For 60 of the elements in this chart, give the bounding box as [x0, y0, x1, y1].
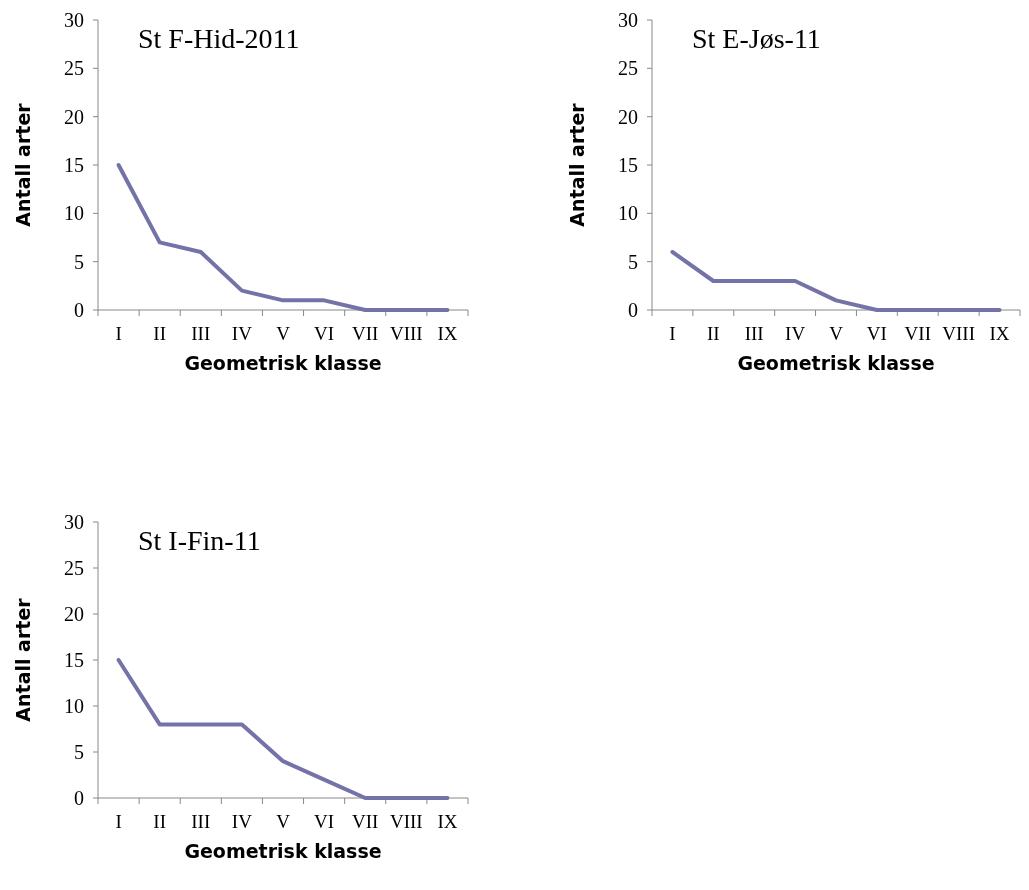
y-tick-label: 20: [64, 105, 84, 128]
y-tick-label: 10: [618, 202, 638, 225]
y-tick-label: 10: [64, 202, 84, 225]
y-tick-label: 15: [64, 154, 84, 176]
y-tick-label: 25: [64, 557, 84, 579]
y-tick-label: 20: [64, 603, 84, 625]
x-tick-label: II: [707, 323, 720, 344]
x-tick-label: IX: [437, 811, 458, 832]
y-tick-label: 15: [618, 154, 638, 176]
y-tick-label: 25: [64, 57, 84, 80]
y-tick-label: 15: [64, 649, 84, 671]
x-tick-label: VI: [866, 323, 887, 344]
y-tick-label: 5: [74, 741, 84, 763]
x-tick-label: VIII: [389, 323, 423, 344]
x-tick-label: I: [115, 323, 122, 344]
line-series: [116, 163, 450, 312]
x-tick-label: IX: [989, 323, 1010, 344]
y-tick-label: 5: [628, 250, 638, 273]
y-tick-label: 30: [64, 9, 84, 31]
x-tick-label: IX: [437, 323, 458, 344]
x-axis-title: Geometrisk klasse: [184, 352, 382, 374]
line-series: [670, 250, 1002, 312]
x-tick-label: IV: [231, 811, 253, 832]
x-tick-label: VI: [314, 811, 335, 832]
chart-title: St I-Fin-11: [138, 525, 261, 556]
y-axis-title: Antall arter: [566, 102, 588, 227]
x-axis-title: Geometrisk klasse: [184, 840, 382, 862]
x-tick-label: II: [153, 323, 166, 344]
x-tick-label: VIII: [389, 811, 423, 832]
x-tick-label: III: [744, 323, 764, 344]
y-tick-label: 0: [74, 787, 84, 809]
x-tick-label: V: [276, 811, 291, 832]
y-tick-label: 30: [64, 511, 84, 533]
x-tick-label: VII: [352, 323, 379, 344]
x-tick-label: I: [669, 323, 676, 344]
y-axis-title: Antall arter: [12, 597, 34, 722]
x-tick-label: V: [829, 323, 844, 344]
y-tick-label: 5: [74, 250, 84, 273]
x-tick-label: III: [191, 323, 211, 344]
x-tick-label: III: [191, 811, 211, 832]
x-tick-label: I: [115, 811, 122, 832]
y-tick-label: 20: [618, 105, 638, 128]
x-tick-label: IV: [231, 323, 253, 344]
x-tick-label: II: [153, 811, 166, 832]
x-tick-label: IV: [785, 323, 806, 344]
y-tick-label: 25: [618, 57, 638, 80]
line-series: [116, 658, 450, 800]
x-tick-label: VIII: [942, 323, 976, 344]
x-tick-label: VII: [352, 811, 379, 832]
y-tick-label: 30: [618, 9, 638, 31]
x-tick-label: V: [276, 323, 291, 344]
x-axis-title: Geometrisk klasse: [737, 352, 935, 374]
chart-title: St F-Hid-2011: [138, 23, 300, 54]
y-tick-label: 0: [628, 299, 638, 321]
x-tick-label: VI: [314, 323, 335, 344]
x-tick-label: VII: [904, 323, 931, 344]
y-tick-label: 10: [64, 695, 84, 717]
chart-title: St E-Jøs-11: [692, 23, 821, 54]
y-tick-label: 0: [74, 299, 84, 321]
y-axis-title: Antall arter: [12, 102, 34, 227]
